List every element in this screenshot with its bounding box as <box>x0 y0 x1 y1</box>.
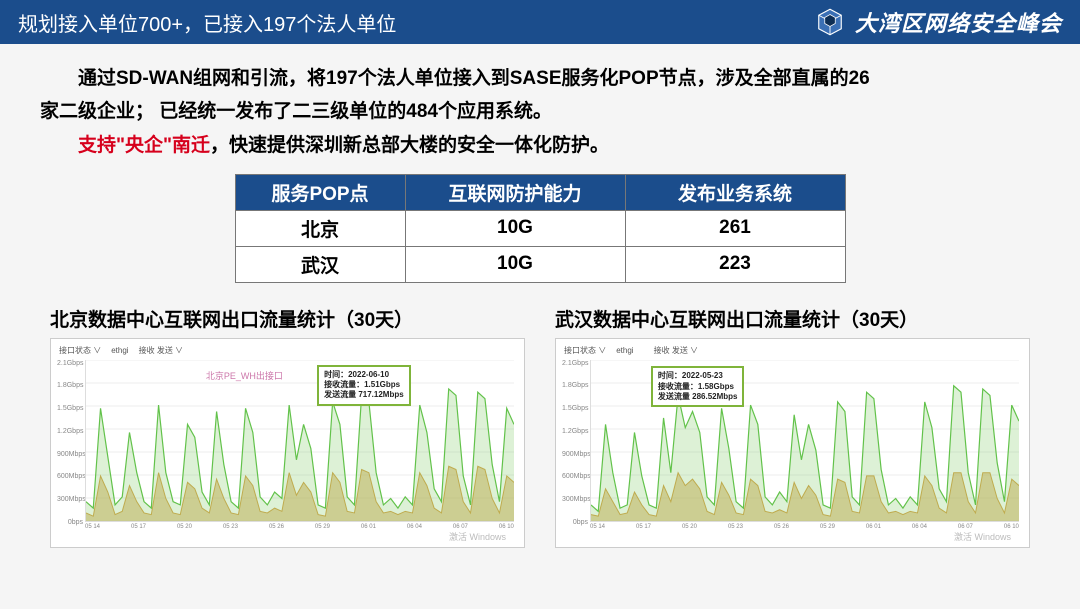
chart-tab[interactable]: 接收 发送 ∨ <box>139 346 183 355</box>
intro-highlight: 支持"央企"南迁 <box>78 135 210 156</box>
table-row: 北京10G261 <box>235 210 845 246</box>
charts-row: 北京数据中心互联网出口流量统计（30天） 接口状态 ∨ ethgi 接收 发送 ∨ 2… <box>40 305 1040 548</box>
y-axis-labels: 2.1Gbps1.8Gbps1.5Gbps1.2Gbps900Mbps600Mb… <box>57 360 83 526</box>
plot-area: 北京PE_WH出接口 时间：2022-06-10接收流量：1.51Gbps发送流量… <box>85 360 514 522</box>
table-row: 武汉10G223 <box>235 246 845 282</box>
chart-tabs: 接口状态 ∨ ethgi 接收 发送 ∨ <box>560 343 1025 358</box>
chart-tooltip: 时间：2022-05-23接收流量：1.58Gbps发送流量 286.52Mbp… <box>651 366 745 407</box>
chart-tab[interactable]: ethgi <box>616 346 633 355</box>
watermark-text: 激活 Windows <box>954 533 1011 543</box>
intro-line2: 家二级企业； 已经统一发布了二三级单位的484个应用系统。 <box>40 101 552 122</box>
header-bar: 规划接入单位700+，已接入197个法人单位 大湾区网络安全峰会 <box>0 0 1080 44</box>
chart-tab[interactable]: 接口状态 ∨ <box>564 346 606 355</box>
watermark-text: 激活 Windows <box>449 533 506 543</box>
brand-text: 大湾区网络安全峰会 <box>855 6 1062 38</box>
table-cell: 10G <box>405 210 625 246</box>
intro-line1: 通过SD-WAN组网和引流，将197个法人单位接入到SASE服务化POP节点，涉… <box>78 68 870 89</box>
wuhan-chart: 接口状态 ∨ ethgi 接收 发送 ∨ 2.1Gbps1.8Gbps1.5Gbps1… <box>555 338 1030 548</box>
table-cell: 223 <box>625 246 845 282</box>
beijing-chart: 接口状态 ∨ ethgi 接收 发送 ∨ 2.1Gbps1.8Gbps1.5Gbps1… <box>50 338 525 548</box>
chart-tooltip: 时间：2022-06-10接收流量：1.51Gbps发送流量 717.12Mbp… <box>317 365 411 406</box>
table-cell: 261 <box>625 210 845 246</box>
wuhan-chart-col: 武汉数据中心互联网出口流量统计（30天） 接口状态 ∨ ethgi 接收 发送 ∨ 2… <box>555 305 1030 548</box>
chart-tab[interactable]: 接收 发送 ∨ <box>654 346 698 355</box>
table-cell: 10G <box>405 246 625 282</box>
chart-tab[interactable]: ethgi <box>111 346 128 355</box>
plot-area: 时间：2022-05-23接收流量：1.58Gbps发送流量 286.52Mbp… <box>590 360 1019 522</box>
wuhan-chart-title: 武汉数据中心互联网出口流量统计（30天） <box>555 305 1030 332</box>
series-label: 北京PE_WH出接口 <box>206 369 283 382</box>
beijing-chart-title: 北京数据中心互联网出口流量统计（30天） <box>50 305 525 332</box>
chart-tab[interactable]: 接口状态 ∨ <box>59 346 101 355</box>
cube-logo-icon <box>815 7 845 37</box>
header-brand: 大湾区网络安全峰会 <box>815 6 1062 38</box>
table-header: 服务POP点 <box>235 174 405 210</box>
y-axis-labels: 2.1Gbps1.8Gbps1.5Gbps1.2Gbps900Mbps600Mb… <box>562 360 588 526</box>
table-cell: 武汉 <box>235 246 405 282</box>
intro-line3-rest: ，快速提供深圳新总部大楼的安全一体化防护。 <box>210 135 609 156</box>
beijing-chart-col: 北京数据中心互联网出口流量统计（30天） 接口状态 ∨ ethgi 接收 发送 ∨ 2… <box>50 305 525 548</box>
pop-table: 服务POP点互联网防护能力发布业务系统北京10G261武汉10G223 <box>235 174 846 283</box>
pop-table-wrap: 服务POP点互联网防护能力发布业务系统北京10G261武汉10G223 <box>40 174 1040 283</box>
table-header: 发布业务系统 <box>625 174 845 210</box>
chart-tabs: 接口状态 ∨ ethgi 接收 发送 ∨ <box>55 343 520 358</box>
table-header: 互联网防护能力 <box>405 174 625 210</box>
page-title: 规划接入单位700+，已接入197个法人单位 <box>18 8 396 37</box>
content-area: 通过SD-WAN组网和引流，将197个法人单位接入到SASE服务化POP节点，涉… <box>0 44 1080 548</box>
table-cell: 北京 <box>235 210 405 246</box>
intro-text: 通过SD-WAN组网和引流，将197个法人单位接入到SASE服务化POP节点，涉… <box>40 62 1040 162</box>
